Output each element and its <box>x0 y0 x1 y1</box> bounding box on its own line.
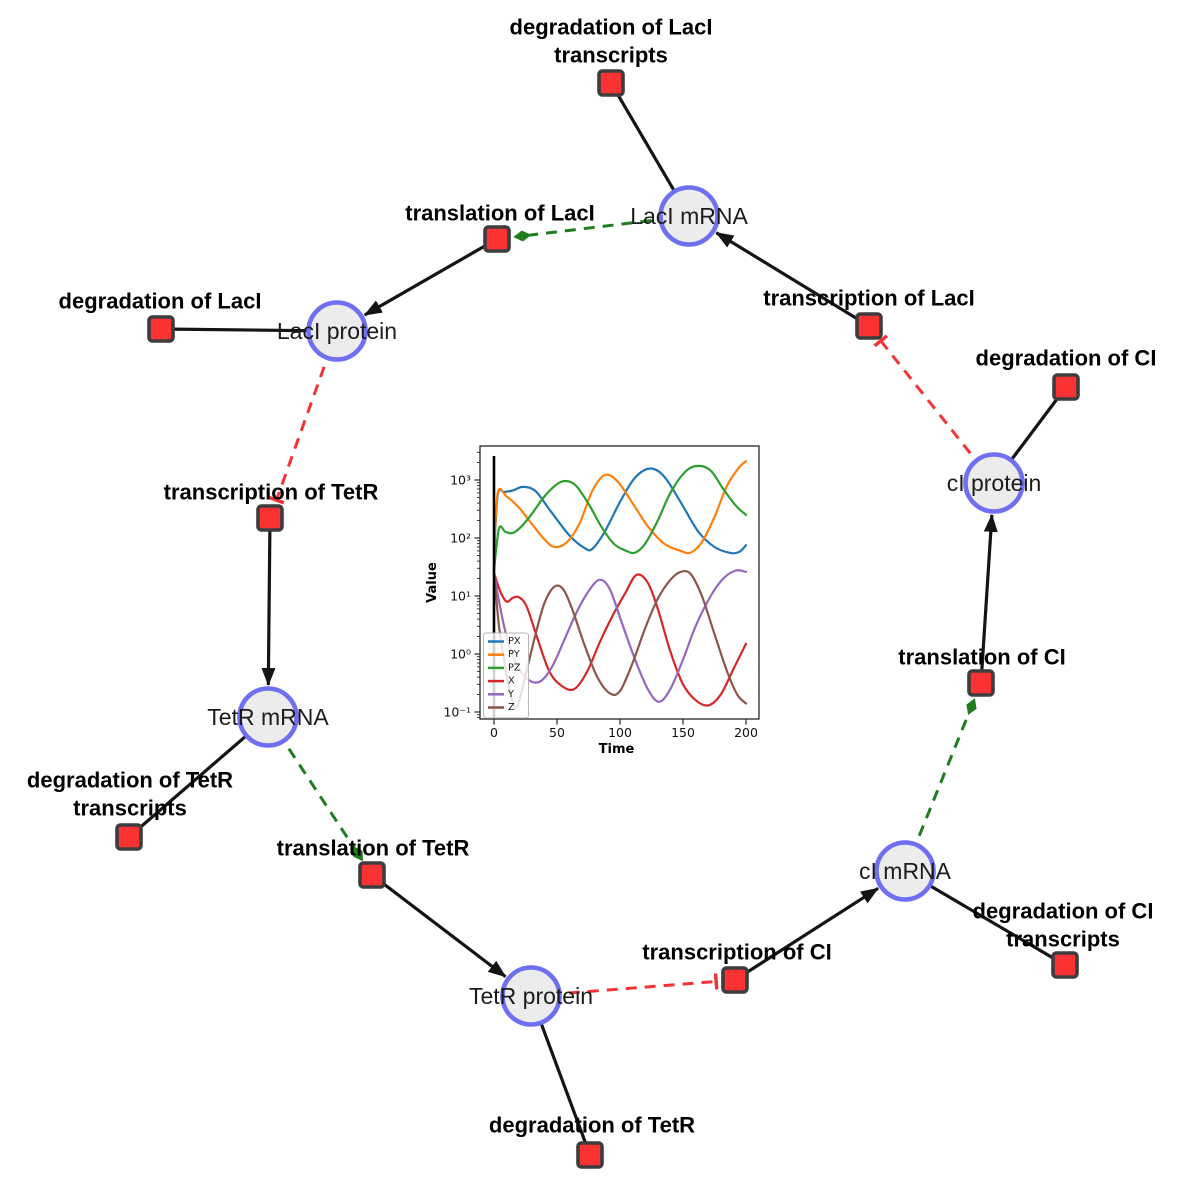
species-node-ci_prot <box>963 452 1025 514</box>
x-tick-label: 50 <box>549 725 565 740</box>
legend-label-PY: PY <box>508 649 520 660</box>
species-label-tetr_prot: TetR protein <box>469 983 593 1009</box>
reaction-label-deg_ci_tx: transcripts <box>1006 927 1120 952</box>
x-tick-label: 200 <box>734 725 758 740</box>
y-axis-label: Value <box>425 562 440 603</box>
reaction-node-tl_laci <box>483 225 511 253</box>
reaction-label-deg_tetr: degradation of TetR <box>489 1113 695 1138</box>
edge-tl_ci-to-ci_prot <box>979 513 998 684</box>
labels-layer: degradation of LacI transcripts translatio… <box>27 15 1157 1138</box>
reaction-label-deg_laci: degradation of LacI <box>59 289 262 314</box>
reaction-node-tx_tetr <box>256 504 284 532</box>
reaction-node-tl_ci <box>967 669 995 697</box>
species-label-laci_mrna: LacI mRNA <box>630 203 748 229</box>
species-node-tetr_mrna <box>237 686 299 748</box>
reaction-node-deg_tetr_tx <box>115 823 143 851</box>
legend-label-PZ: PZ <box>508 662 521 673</box>
x-tick-label: 100 <box>608 725 632 740</box>
species-nodes-layer <box>237 185 1025 1027</box>
y-tick-label: 10¹ <box>450 589 471 604</box>
legend-label-PX: PX <box>508 636 521 647</box>
reaction-label-tx_tetr: transcription of TetR <box>164 480 379 505</box>
chart-series-PY <box>492 460 748 557</box>
legend-label-Y: Y <box>507 689 514 700</box>
reaction-label-tl_tetr: translation of TetR <box>277 836 470 861</box>
edge-tx_tetr-to-tetr_mrna <box>261 517 276 686</box>
reaction-node-deg_tetr <box>576 1141 604 1169</box>
reaction-nodes-layer <box>115 69 1080 1169</box>
chart-legend-box <box>483 632 529 719</box>
species-node-laci_prot <box>306 300 368 362</box>
edge-tetr_prot-to-tx_ci <box>530 973 719 998</box>
reaction-label-tl_ci: translation of CI <box>898 645 1065 670</box>
edge-tx_laci-to-laci_mrna <box>715 231 870 328</box>
reaction-node-deg_laci <box>147 315 175 343</box>
reaction-label-deg_ci_tx: degradation of CI <box>973 899 1154 924</box>
reaction-label-deg_ci: degradation of CI <box>976 346 1157 371</box>
reaction-node-deg_ci <box>1052 373 1080 401</box>
reaction-label-deg_laci_tx: transcripts <box>554 43 668 68</box>
y-tick-label: 10⁻¹ <box>443 705 471 720</box>
chart-series-Y <box>492 569 748 703</box>
reaction-node-tx_ci <box>721 966 749 994</box>
species-label-tetr_mrna: TetR mRNA <box>207 704 329 730</box>
legend-label-Z: Z <box>508 702 515 713</box>
reaction-label-deg_laci_tx: degradation of LacI <box>510 15 713 40</box>
legend-label-X: X <box>508 676 515 687</box>
edge-ci_mrna-to-deg_ci_tx <box>904 869 1066 967</box>
reaction-node-tl_tetr <box>358 861 386 889</box>
chart-series-X <box>492 571 748 707</box>
species-node-laci_mrna <box>658 185 720 247</box>
edge-tl_tetr-to-tetr_prot <box>371 873 507 978</box>
reaction-label-tx_ci: transcription of CI <box>642 940 831 965</box>
edge-tl_laci-to-laci_prot <box>363 237 498 317</box>
y-tick-label: 10³ <box>450 473 471 488</box>
reaction-node-tx_laci <box>855 312 883 340</box>
species-node-tetr_prot <box>500 965 562 1027</box>
edge-tx_ci-to-ci_mrna <box>734 886 879 982</box>
chart-series-PZ <box>492 464 748 572</box>
chart-frame <box>479 445 760 720</box>
species-label-ci_mrna: cI mRNA <box>859 858 952 884</box>
x-tick-label: 0 <box>490 725 498 740</box>
reaction-label-deg_tetr_tx: degradation of TetR <box>27 768 233 793</box>
x-axis-label: Time <box>599 742 635 757</box>
species-node-ci_mrna <box>874 840 936 902</box>
y-tick-label: 10⁰ <box>450 647 471 662</box>
species-label-ci_prot: cI protein <box>947 470 1042 496</box>
y-tick-label: 10² <box>450 531 471 546</box>
reaction-label-deg_tetr_tx: transcripts <box>73 796 187 821</box>
species-label-laci_prot: LacI protein <box>277 318 397 344</box>
x-tick-label: 150 <box>671 725 695 740</box>
reaction-node-deg_ci_tx <box>1051 951 1079 979</box>
edge-ci_mrna-to-tl_ci <box>903 698 977 872</box>
reaction-node-deg_laci_tx <box>597 69 625 97</box>
chart-legend: PX PY PZ XYZ <box>483 632 529 719</box>
reaction-label-tl_laci: translation of LacI <box>405 201 594 226</box>
reaction-label-tx_laci: transcription of LacI <box>763 286 974 311</box>
